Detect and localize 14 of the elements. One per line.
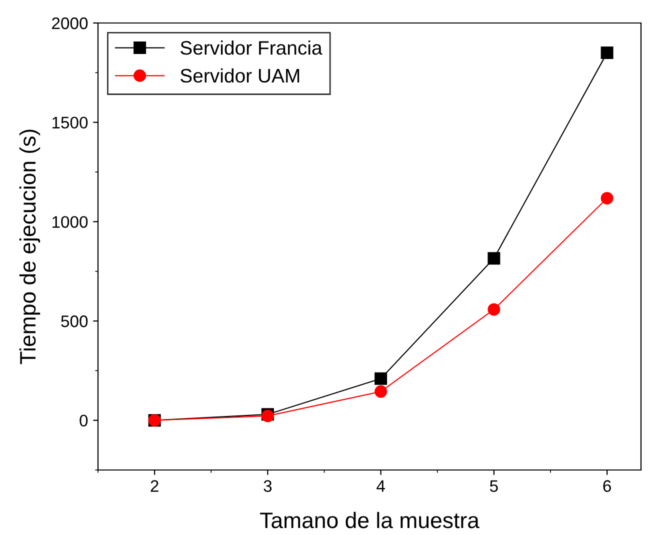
x-tick-label: 3: [264, 480, 272, 492]
x-axis-title: Tamano de la muestra: [260, 512, 480, 528]
legend-label: Servidor Francia: [180, 40, 322, 55]
x-tick-label: 4: [376, 480, 385, 492]
y-tick-label: 1000: [52, 216, 88, 228]
y-tick-label: 0: [80, 414, 88, 427]
x-tick-label: 2: [150, 480, 158, 492]
x-tick-label: 6: [603, 480, 611, 492]
x-tick-label: 5: [490, 480, 498, 492]
y-tick-label: 1500: [52, 116, 88, 129]
legend-label: Servidor UAM: [180, 68, 300, 83]
y-tick-label: 2000: [52, 17, 88, 30]
y-axis-title: Tiempo de ejecucion (s): [19, 130, 40, 364]
y-tick-label: 500: [61, 315, 88, 328]
